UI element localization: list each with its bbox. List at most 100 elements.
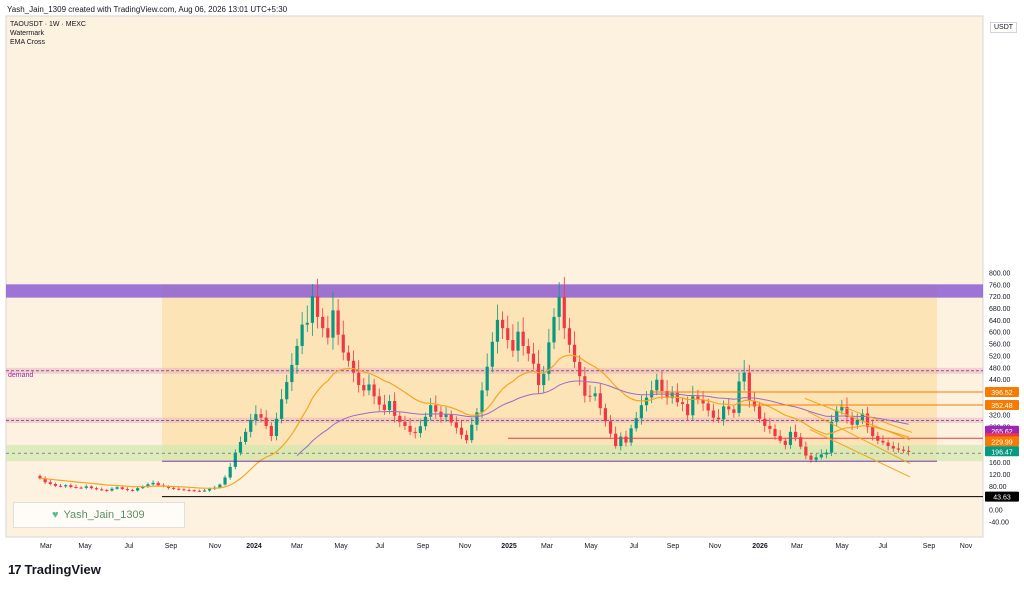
candle[interactable]: [310, 296, 315, 323]
candle[interactable]: [686, 404, 690, 416]
candle[interactable]: [367, 384, 371, 391]
candle[interactable]: [233, 452, 237, 467]
candle[interactable]: [855, 420, 859, 425]
price-tag[interactable]: [985, 387, 1019, 398]
candle[interactable]: [655, 379, 659, 391]
candle[interactable]: [382, 404, 386, 410]
candle[interactable]: [644, 397, 649, 406]
candle[interactable]: [79, 487, 83, 489]
candle[interactable]: [901, 449, 906, 451]
candle[interactable]: [110, 488, 114, 491]
currency-label[interactable]: USDT: [990, 22, 1018, 33]
candle[interactable]: [536, 363, 541, 386]
candle[interactable]: [151, 482, 155, 485]
candle[interactable]: [891, 446, 895, 449]
candle[interactable]: [130, 489, 135, 491]
candle[interactable]: [166, 486, 171, 488]
candle[interactable]: [146, 484, 150, 487]
candle[interactable]: [418, 426, 422, 434]
candle[interactable]: [696, 396, 700, 400]
candle[interactable]: [305, 322, 309, 325]
candle[interactable]: [393, 401, 397, 416]
candle[interactable]: [48, 482, 52, 485]
candle[interactable]: [542, 373, 546, 386]
candle[interactable]: [814, 457, 818, 460]
candle[interactable]: [896, 448, 900, 450]
candle[interactable]: [485, 366, 489, 391]
candle[interactable]: [377, 396, 381, 405]
candle[interactable]: [470, 424, 474, 441]
candle[interactable]: [408, 425, 412, 432]
symbol-label[interactable]: TAOUSDT · 1W · MEXC: [10, 21, 86, 28]
indicator-watermark[interactable]: Watermark: [10, 30, 44, 37]
candle[interactable]: [387, 401, 392, 410]
candle[interactable]: [578, 361, 582, 377]
candle[interactable]: [871, 427, 875, 437]
candle[interactable]: [341, 334, 345, 353]
candle[interactable]: [300, 324, 304, 346]
candle[interactable]: [501, 319, 505, 329]
candle[interactable]: [737, 381, 741, 413]
candle[interactable]: [187, 489, 191, 491]
candle[interactable]: [336, 310, 340, 335]
candle[interactable]: [495, 319, 500, 342]
candle[interactable]: [326, 328, 330, 338]
candle[interactable]: [567, 328, 572, 345]
candle[interactable]: [254, 414, 258, 421]
candle[interactable]: [763, 418, 767, 426]
candle[interactable]: [752, 401, 757, 407]
candle[interactable]: [624, 436, 628, 443]
candle[interactable]: [244, 431, 248, 442]
candle[interactable]: [434, 405, 438, 412]
candle[interactable]: [614, 433, 618, 447]
candle[interactable]: [444, 414, 448, 418]
candle[interactable]: [799, 437, 803, 447]
candle[interactable]: [398, 415, 402, 422]
candle[interactable]: [43, 478, 47, 483]
candle[interactable]: [208, 488, 212, 491]
candle[interactable]: [562, 296, 566, 329]
candle[interactable]: [423, 416, 428, 427]
candle[interactable]: [660, 379, 664, 391]
price-tag[interactable]: [985, 436, 1019, 447]
candle[interactable]: [100, 489, 104, 491]
candle[interactable]: [480, 390, 484, 413]
candle[interactable]: [38, 475, 42, 479]
candle[interactable]: [202, 490, 207, 492]
candle[interactable]: [907, 450, 911, 452]
candle[interactable]: [177, 488, 181, 490]
candle[interactable]: [53, 484, 58, 486]
candle[interactable]: [598, 393, 602, 409]
candle[interactable]: [629, 428, 633, 443]
candle[interactable]: [490, 341, 494, 367]
candle[interactable]: [228, 466, 232, 478]
candle[interactable]: [583, 376, 587, 396]
candle[interactable]: [722, 406, 726, 420]
candle[interactable]: [824, 452, 829, 455]
candle[interactable]: [516, 331, 520, 351]
candle[interactable]: [773, 428, 777, 437]
candle[interactable]: [768, 425, 772, 429]
candle[interactable]: [346, 352, 350, 361]
candle[interactable]: [804, 446, 808, 456]
candle[interactable]: [89, 486, 93, 489]
candle[interactable]: [865, 413, 870, 428]
candle[interactable]: [156, 482, 160, 486]
candle[interactable]: [249, 420, 253, 432]
candle[interactable]: [238, 441, 243, 453]
candle[interactable]: [886, 442, 890, 447]
candle[interactable]: [742, 372, 746, 382]
candle[interactable]: [136, 488, 140, 491]
candle[interactable]: [182, 489, 186, 491]
candle[interactable]: [829, 421, 834, 453]
candle[interactable]: [64, 485, 68, 487]
candle[interactable]: [120, 487, 124, 490]
candle[interactable]: [608, 421, 613, 434]
candle[interactable]: [94, 488, 99, 490]
candle[interactable]: [69, 485, 73, 487]
candle[interactable]: [264, 417, 268, 426]
candle[interactable]: [706, 403, 710, 411]
candle[interactable]: [218, 484, 222, 488]
candle[interactable]: [58, 485, 63, 487]
